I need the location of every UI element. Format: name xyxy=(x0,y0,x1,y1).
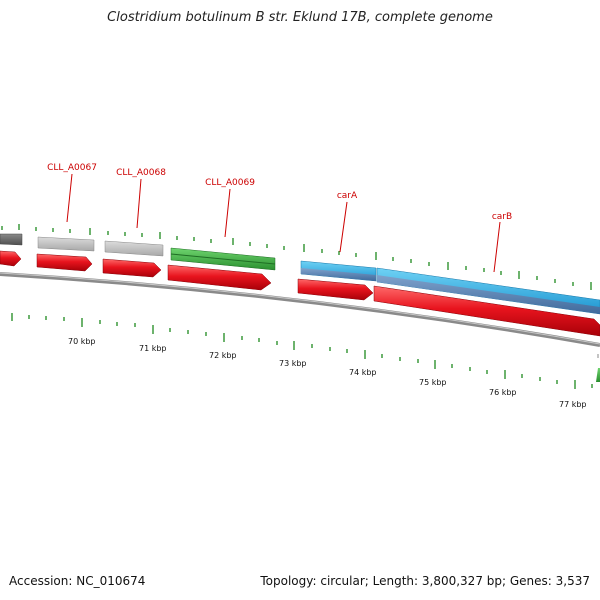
cds-arrow[interactable] xyxy=(297,278,374,301)
gene-label[interactable]: carB xyxy=(492,212,512,222)
cds-arrow[interactable] xyxy=(167,264,272,291)
cds-arrow[interactable] xyxy=(102,258,162,278)
gene-label[interactable]: CLL_A0069 xyxy=(205,178,255,188)
lower-tick-marks xyxy=(11,313,593,389)
gene-bar-CLL_A0067[interactable] xyxy=(37,236,95,252)
label-leader-line xyxy=(224,188,231,238)
cds-arrow-track xyxy=(0,250,600,337)
axis-label: 74 kbp xyxy=(349,368,377,377)
axis-label: 75 kbp xyxy=(419,378,447,387)
cds-arrow[interactable] xyxy=(36,253,93,272)
gene-label[interactable]: CLL_A0067 xyxy=(47,163,97,173)
label-leader-line xyxy=(339,201,348,253)
gene-bar-dark-gray xyxy=(0,233,23,246)
upper-gene-track xyxy=(0,233,600,315)
cds-arrow[interactable] xyxy=(373,285,600,337)
label-leader-line xyxy=(66,173,73,223)
gene-bar-edge-green[interactable] xyxy=(596,368,600,382)
gene-label[interactable]: carA xyxy=(337,191,358,201)
genome-stats-text: Topology: circular; Length: 3,800,327 bp… xyxy=(260,574,590,588)
axis-label: 71 kbp xyxy=(139,344,167,353)
gene-labels: CLL_A0067 CLL_A0068 CLL_A0069 carA carB xyxy=(47,163,512,273)
page-title: Clostridium botulinum B str. Eklund 17B,… xyxy=(107,10,493,25)
axis-label: 73 kbp xyxy=(279,359,307,368)
gene-label[interactable]: CLL_A0068 xyxy=(116,168,166,178)
axis-label: 70 kbp xyxy=(68,337,96,346)
gene-bar-CLL_A0068[interactable] xyxy=(104,240,164,257)
axis-label: 77 kbp xyxy=(559,400,587,409)
label-leader-line xyxy=(493,221,501,273)
upper-tick-marks xyxy=(1,224,592,290)
axis-label: 76 kbp xyxy=(489,388,517,397)
axis-labels: 70 kbp 71 kbp 72 kbp 73 kbp 74 kbp 75 kb… xyxy=(68,337,587,409)
gene-bar-carA-lower xyxy=(301,268,376,281)
axis-label: 72 kbp xyxy=(209,351,237,360)
cds-arrow[interactable] xyxy=(0,250,22,267)
accession-text: Accession: NC_010674 xyxy=(9,574,146,588)
genome-backbone xyxy=(0,272,600,347)
gene-bar-carB-lower xyxy=(377,275,600,314)
label-leader-line xyxy=(136,178,142,229)
